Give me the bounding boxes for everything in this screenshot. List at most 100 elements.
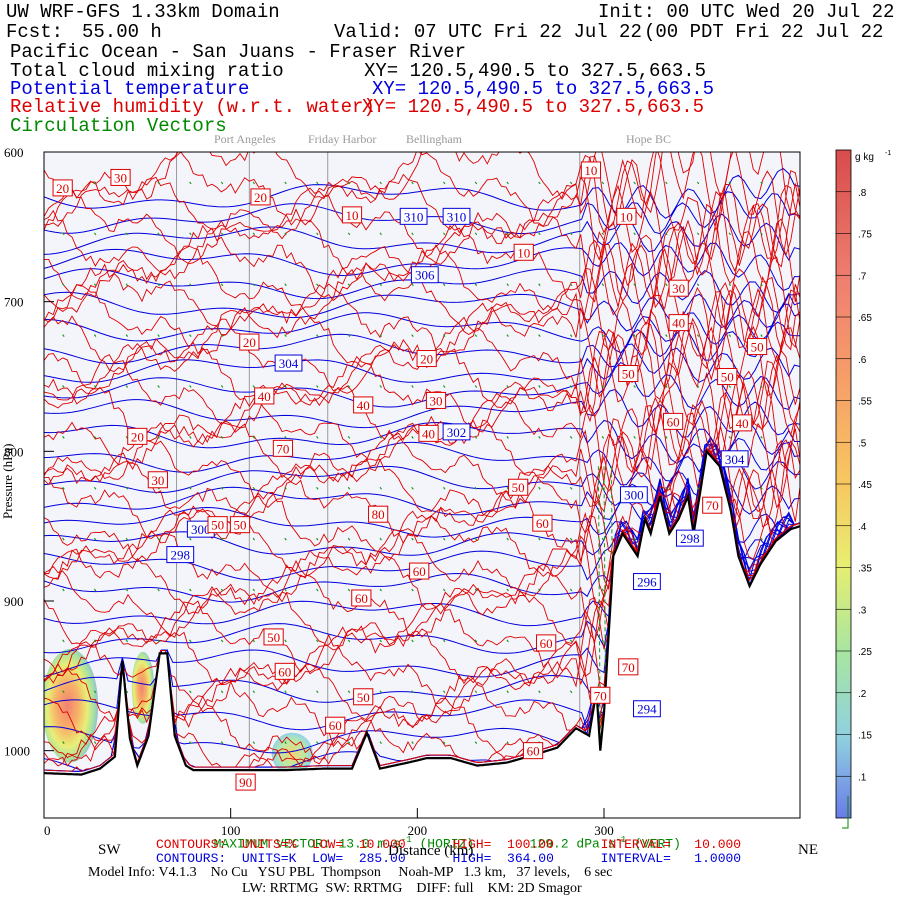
- axes: 600 700 800 900 1000 Pressure (hPa) 0 100 200 300: [0, 145, 614, 838]
- rh-contour-0: [44, 152, 800, 219]
- x-tick-label-1: 100: [221, 823, 241, 838]
- colorbar-tick-label-0: .1: [858, 772, 867, 783]
- vector-160: [760, 486, 763, 490]
- rh-contour-12: [44, 330, 800, 464]
- theta-contour-11: [44, 419, 800, 465]
- vector-105: [474, 385, 478, 388]
- colorbar-tick-label-10: .6: [858, 355, 867, 366]
- terrain-line: [44, 448, 800, 776]
- theta-label-10-box: [675, 529, 704, 547]
- vector-125: [379, 435, 382, 439]
- rh-label-7-box: [668, 279, 689, 297]
- max-vector-label: MAXIMUM VECTOR: 13.0 m s-1 (HORIZ): [213, 835, 475, 852]
- theta-contour-6: [44, 303, 800, 354]
- vector-82: [474, 334, 478, 337]
- vector-33: [379, 232, 382, 236]
- vector-137: [760, 435, 763, 439]
- vector-86: [601, 334, 605, 337]
- vector-29: [252, 232, 256, 236]
- rh-label-1-box: [110, 168, 131, 186]
- vector-134: [665, 435, 668, 439]
- theta-contour-3: [44, 242, 800, 292]
- vector-67: [728, 283, 732, 287]
- vector-106: [506, 385, 509, 388]
- vector-36: [474, 232, 478, 236]
- colorbar: .1 .15 .2 .25 .3 .35 .4 .45 .5 .55 .6 .65 .7 .75 .8 g k…: [835, 149, 891, 829]
- rh-label-13-box: [717, 367, 738, 385]
- vector-93: [93, 385, 97, 388]
- vector-136: [728, 435, 732, 439]
- vector-71: [125, 334, 129, 337]
- cloud-blob-ridge: [131, 651, 155, 724]
- vector-144: [252, 486, 256, 490]
- vector-212: [474, 639, 478, 643]
- rh-label-33-box: [274, 662, 295, 680]
- vector-220: [189, 690, 192, 694]
- rh-label-1: 30: [114, 170, 127, 185]
- rh-label-29: 60: [413, 564, 426, 579]
- rh-label-20: 20: [131, 429, 144, 444]
- rh-label-26-box: [532, 514, 553, 532]
- vector-150: [442, 486, 446, 490]
- vector-26: [157, 232, 160, 236]
- colorbar-tick-label-4: .3: [858, 605, 867, 616]
- vector-194: [474, 588, 478, 592]
- model-info: Model Info: V4.1.3 No Cu YSU PBL Thompso…: [88, 865, 613, 880]
- vector-8: [316, 181, 319, 185]
- colorbar-tick-label-2: .2: [858, 689, 867, 700]
- vector-245: [474, 741, 478, 745]
- field-vectors-name: Circulation Vectors: [10, 115, 227, 137]
- rh-label-3: 10: [346, 208, 359, 223]
- theta-label-9: 296: [637, 575, 657, 590]
- rh-label-2-box: [250, 188, 271, 206]
- rh-contour-16: [44, 404, 800, 537]
- vector-114: [760, 385, 763, 388]
- vector-111: [665, 385, 668, 388]
- vector-34: [411, 232, 414, 236]
- theta-contour-15: [44, 443, 800, 543]
- theta-label-6: 298: [171, 548, 191, 563]
- rh-label-5-box: [580, 161, 602, 179]
- vector-68: [760, 283, 763, 287]
- vector-204: [220, 639, 224, 643]
- vector-184: [157, 588, 160, 592]
- rh-label-20-box: [127, 427, 148, 445]
- x-tick-label-3: 300: [594, 823, 614, 838]
- rh-contour-6: [44, 226, 800, 349]
- field-theta-xy: XY= 120.5,490.5 to 327.5,663.5: [372, 78, 715, 100]
- rh-label-15: 40: [357, 398, 370, 413]
- vector-streak-0: [597, 466, 601, 751]
- vector-159: [728, 486, 732, 490]
- vector-158: [696, 486, 700, 490]
- vector-135: [696, 435, 700, 439]
- vector-207: [316, 639, 319, 643]
- vector-81: [442, 334, 446, 337]
- theta-label-2: 306: [415, 268, 435, 283]
- vector-27: [189, 232, 192, 236]
- vector-139: [93, 486, 97, 490]
- rh-label-9: 50: [751, 340, 764, 355]
- vector-52: [252, 283, 256, 287]
- vector-69: [62, 334, 65, 337]
- rh-label-32-box: [536, 634, 557, 652]
- vector-237: [220, 741, 224, 745]
- vector-38: [538, 232, 541, 236]
- vector-154: [569, 486, 573, 490]
- vector-44: [728, 232, 732, 236]
- rh-label-17: 40: [422, 426, 435, 441]
- colorbar-tick-label-11: .65: [858, 313, 872, 324]
- rh-contour-1: [44, 152, 800, 257]
- valid-local-time: (00 PDT Fri 22 Jul 22 ): [644, 21, 900, 43]
- vector-10: [379, 181, 382, 185]
- vector-110: [633, 385, 636, 388]
- colorbar-unit-exponent: -1: [885, 150, 891, 157]
- vector-218: [93, 690, 97, 694]
- theta-contour-info: CONTOURS: UNITS=K LOW= 285.00 HIGH= 364.…: [156, 851, 742, 866]
- vector-243: [411, 741, 414, 745]
- vector-58: [442, 283, 446, 287]
- theta-label-1: 310: [447, 209, 467, 224]
- vector-20: [696, 181, 700, 185]
- rh-label-37-box: [325, 716, 346, 734]
- vector-21: [728, 181, 732, 185]
